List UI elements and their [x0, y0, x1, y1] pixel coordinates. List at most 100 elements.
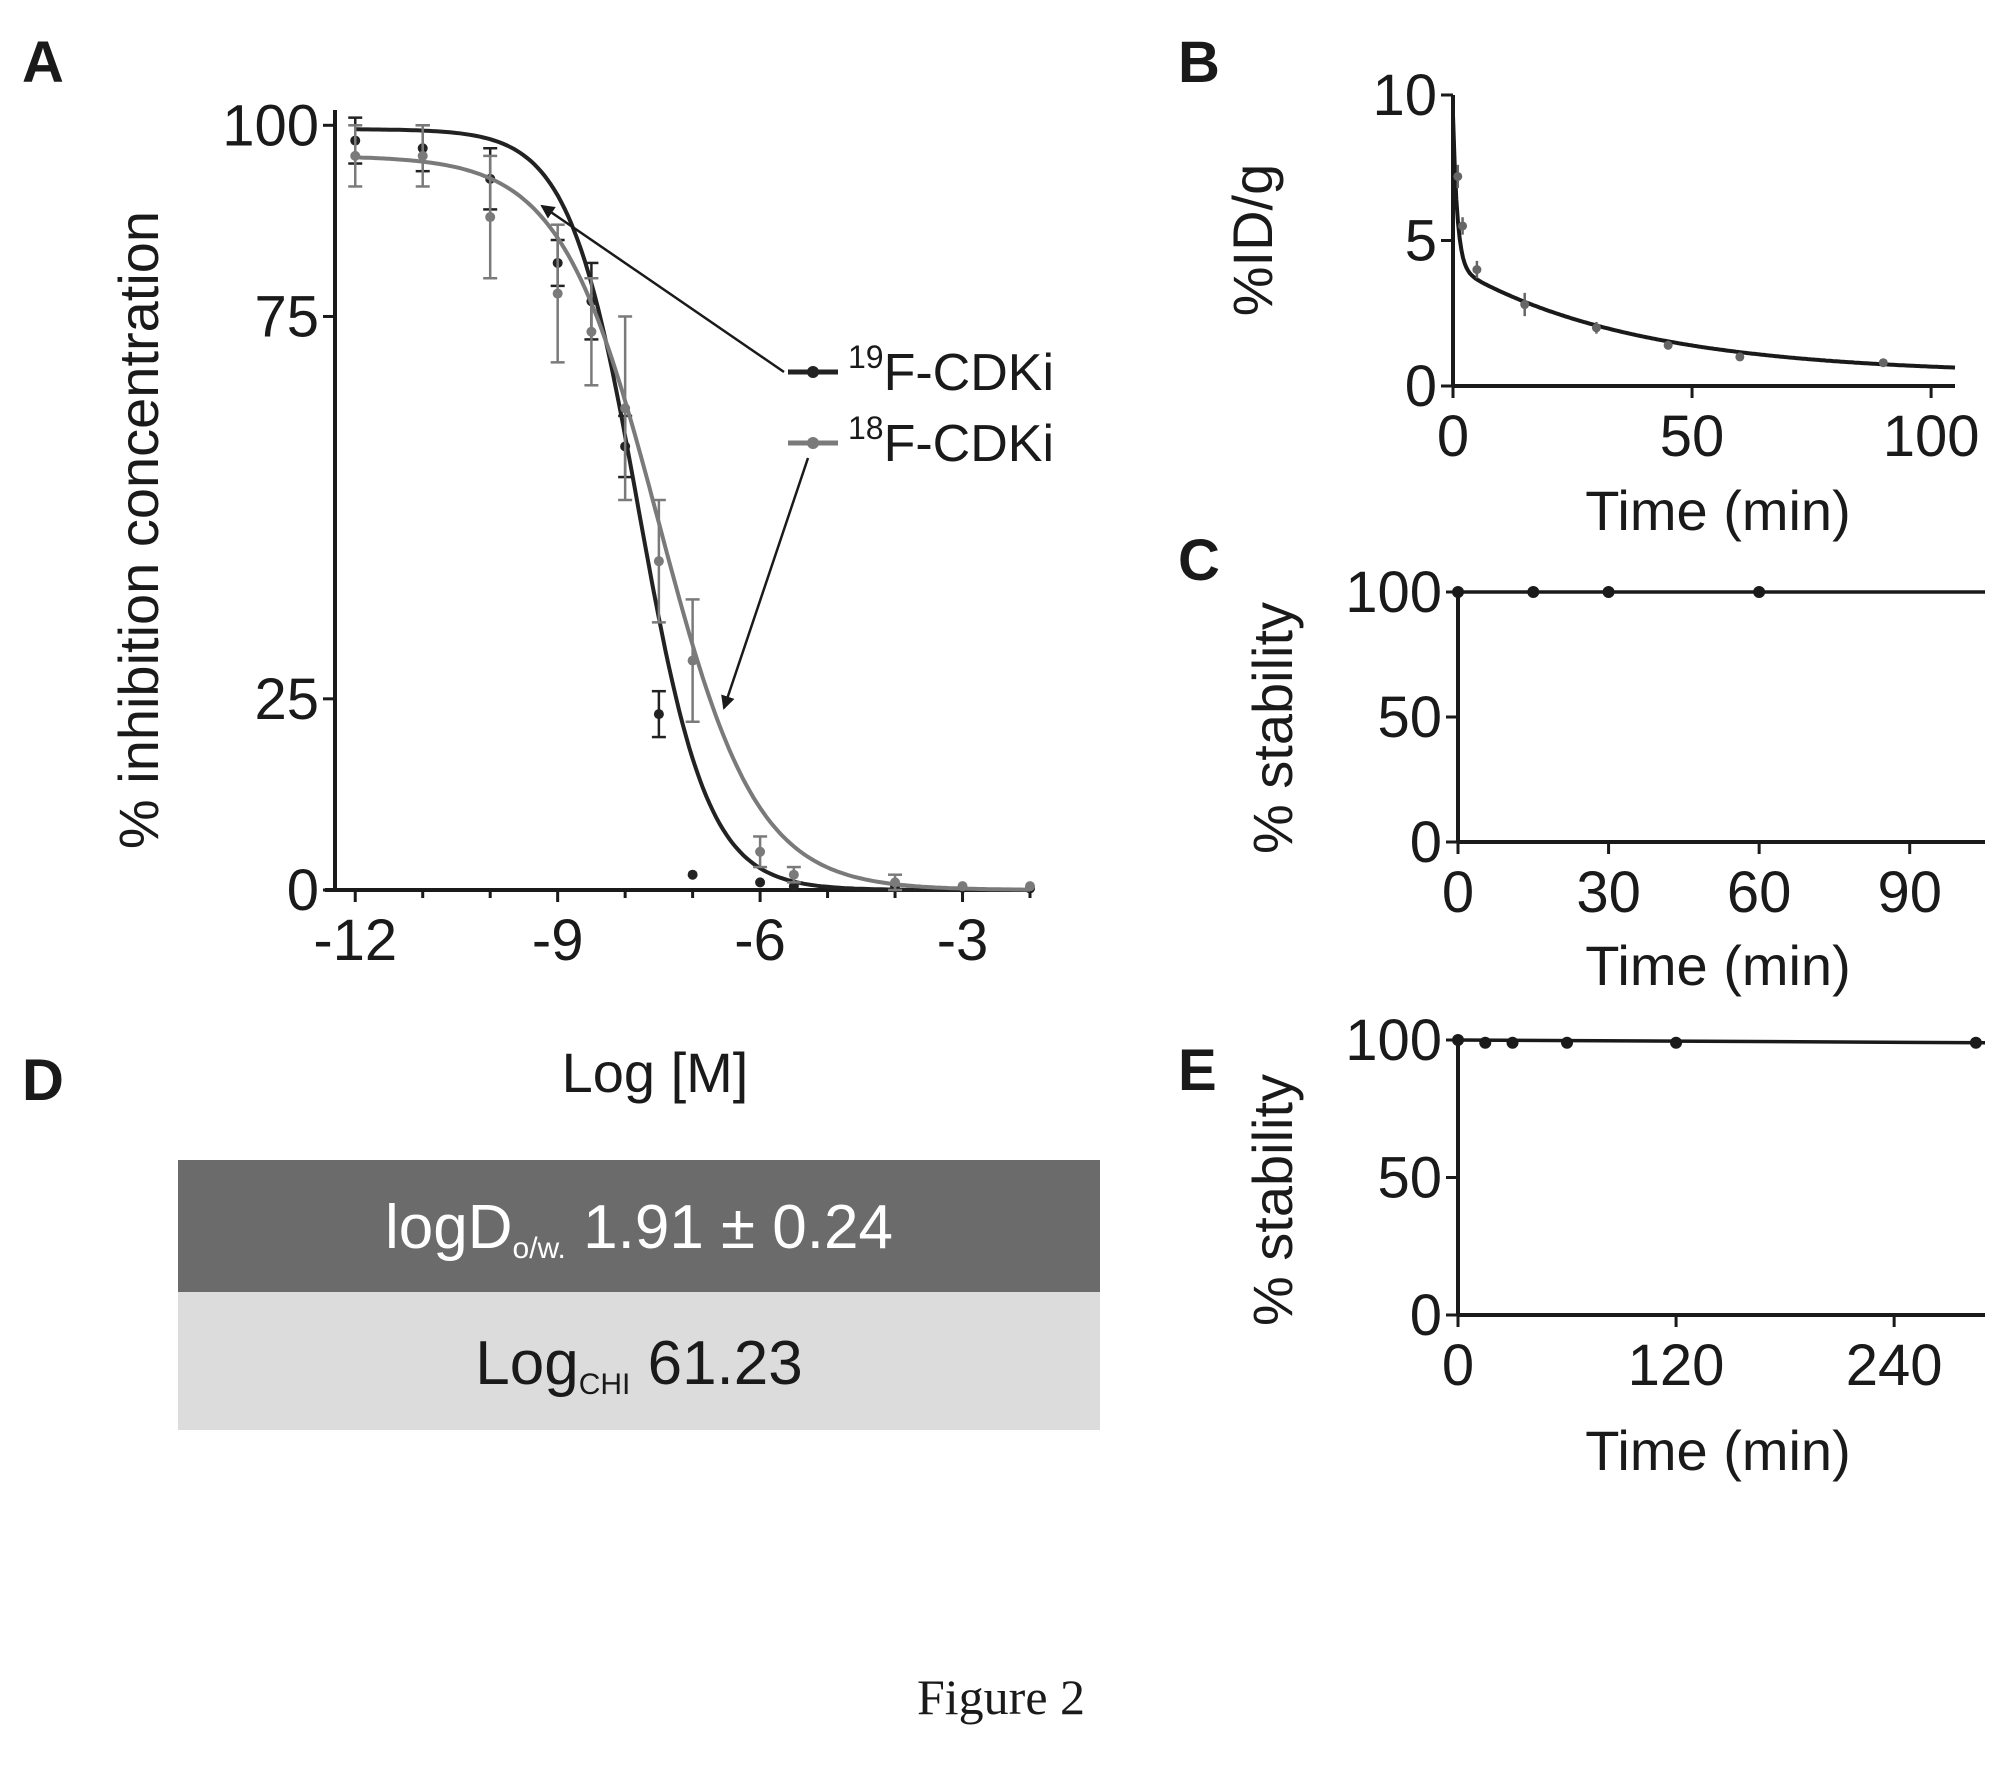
table-row-2-gap: [630, 1329, 647, 1398]
panel-a-data-point-18f: [620, 403, 631, 414]
panel-b-data-point: [1472, 265, 1482, 275]
panel-e-x-tick-label: 120: [1628, 1333, 1725, 1398]
table-row-1-value: 1.91 ± 0.24: [583, 1193, 893, 1262]
panel-a-y-tick-label: 25: [254, 667, 319, 732]
panel-e-data-point: [1561, 1036, 1574, 1049]
panel-e-y-tick-label: 100: [1345, 1008, 1442, 1073]
table-row-1-gap: [566, 1193, 583, 1262]
panel-c-data-point: [1452, 586, 1464, 598]
panel-a-data: [348, 116, 1035, 894]
legend-marker-19f: [807, 366, 819, 378]
panel-a-data-point-18f: [653, 556, 664, 567]
panel-c-y-tick-label: 100: [1345, 560, 1442, 625]
panel-b-y-tick-label: 0: [1405, 354, 1437, 419]
panel-a-data-point-19f: [755, 877, 766, 888]
panel-a-data-point-18f: [417, 150, 428, 161]
table-row-2: LogCHI 61.23: [475, 1329, 803, 1401]
table-row-1-bg: [178, 1160, 1100, 1292]
panel-a-data-point-18f: [552, 288, 563, 299]
panel-e-xlabel: Time (min): [1585, 1419, 1850, 1482]
table-row-2-main: Log: [475, 1329, 578, 1398]
table-row-1-main: logD: [385, 1193, 513, 1262]
legend-label-18f: 18F-CDKi: [848, 410, 1054, 473]
panel-c-chart: 0 50 100 0 30 60 90 % stability Time (min): [1241, 560, 1985, 997]
legend-item-18f: 18F-CDKi: [788, 410, 1054, 473]
panel-a-data-point-18f: [1025, 881, 1035, 892]
panel-a-x-tick-label: -9: [532, 908, 584, 973]
panel-e-chart: 0 50 100 0 120 240 % stability Time (min): [1241, 1008, 1986, 1482]
panel-b-x-tick-label: 50: [1660, 404, 1725, 469]
panel-a-data-point-18f: [687, 655, 698, 666]
panel-a-data-point-18f: [350, 150, 361, 161]
legend-arrow-18f: [721, 457, 810, 710]
panel-e-axes: 0 50 100 0 120 240: [1345, 1008, 1985, 1398]
panel-e-data-point: [1452, 1034, 1464, 1046]
panel-letter-b: B: [1178, 30, 1220, 95]
panel-c-data-point: [1753, 586, 1766, 598]
panel-a-axes: 0 25 75 100 -12 -9 -6 -3: [222, 93, 1032, 973]
panel-c-x-tick-label: 30: [1576, 860, 1641, 925]
panel-a-data-point-19f: [788, 881, 799, 892]
panel-c-data-point: [1527, 586, 1540, 598]
panel-c-data: [1452, 586, 1985, 598]
legend-label-19f-sup: 19: [848, 339, 884, 375]
panel-e-series-line: [1457, 1038, 1986, 1045]
legend-item-19f: 19F-CDKi: [788, 339, 1054, 402]
panel-c-x-tick-label: 0: [1442, 860, 1474, 925]
panel-letter-c: C: [1178, 528, 1220, 593]
legend-marker-18f: [807, 437, 819, 449]
panel-e-data-point: [1479, 1036, 1492, 1049]
panel-e-data-point: [1969, 1036, 1982, 1049]
legend-label-18f-rest: F-CDKi: [884, 415, 1054, 473]
panel-a-data-point-18f: [788, 869, 799, 880]
panel-a-x-tick-label: -3: [937, 908, 989, 973]
panel-e-ylabel: % stability: [1241, 1074, 1304, 1326]
table-row-2-bg: [178, 1292, 1100, 1430]
panel-a-legend: 19F-CDKi 18F-CDKi: [788, 339, 1054, 473]
panel-a-data-point-18f: [485, 212, 496, 223]
panel-a-data-point-18f: [755, 846, 766, 857]
panel-a-data-point-19f: [653, 709, 664, 720]
panel-a-data-point-18f: [586, 326, 597, 337]
panel-e-x-tick-label: 240: [1846, 1333, 1943, 1398]
panel-e-x-tick-label: 0: [1442, 1333, 1474, 1398]
panel-a-xlabel: Log [M]: [562, 1041, 749, 1104]
panel-letter-d: D: [22, 1048, 64, 1113]
panel-b-data-point: [1453, 171, 1463, 181]
panel-b-y-tick-label: 5: [1405, 209, 1437, 274]
legend-label-19f: 19F-CDKi: [848, 339, 1054, 402]
panel-b-x-tick-label: 100: [1883, 404, 1980, 469]
panel-a-ylabel: % inhibition concentration: [107, 211, 170, 849]
panel-e-y-tick-label: 0: [1410, 1283, 1442, 1348]
panel-a-data-point-18f: [890, 877, 901, 888]
legend-label-19f-rest: F-CDKi: [884, 344, 1054, 402]
table-row-1-sub: o/w.: [513, 1232, 566, 1265]
table-row-2-value: 61.23: [648, 1329, 803, 1398]
panel-b-xlabel: Time (min): [1585, 479, 1850, 542]
panel-e-data: [1452, 1034, 1986, 1049]
panel-a-data-point-19f: [687, 869, 698, 880]
panel-a-fit-curve-18f: [355, 155, 1030, 892]
panel-b-data-point: [1878, 358, 1888, 368]
panel-c-data-point: [1602, 586, 1615, 598]
legend-arrow-19f: [540, 204, 785, 374]
panel-e-y-tick-label: 50: [1377, 1146, 1442, 1211]
panel-a-x-tick-label: -6: [734, 908, 786, 973]
panel-c-ylabel: % stability: [1241, 602, 1304, 854]
panel-b-x-tick-label: 0: [1437, 404, 1469, 469]
panel-a-y-tick-label: 0: [287, 858, 319, 923]
panel-a-y-tick-label: 75: [254, 284, 319, 349]
panel-b-ylabel: %ID/g: [1221, 164, 1284, 317]
panel-letter-a: A: [22, 30, 64, 95]
panel-a-x-tick-label: -12: [313, 908, 397, 973]
panel-b-data: [1451, 115, 1956, 370]
panel-c-x-tick-label: 60: [1727, 860, 1792, 925]
panel-e-data-point: [1670, 1036, 1683, 1049]
panel-c-y-tick-label: 0: [1410, 810, 1442, 875]
figure-caption: Figure 2: [917, 1669, 1085, 1725]
panel-b-y-tick-label: 10: [1372, 63, 1437, 128]
panel-a-data-point-18f: [957, 881, 968, 892]
panel-b-fit-curve: [1451, 115, 1956, 370]
